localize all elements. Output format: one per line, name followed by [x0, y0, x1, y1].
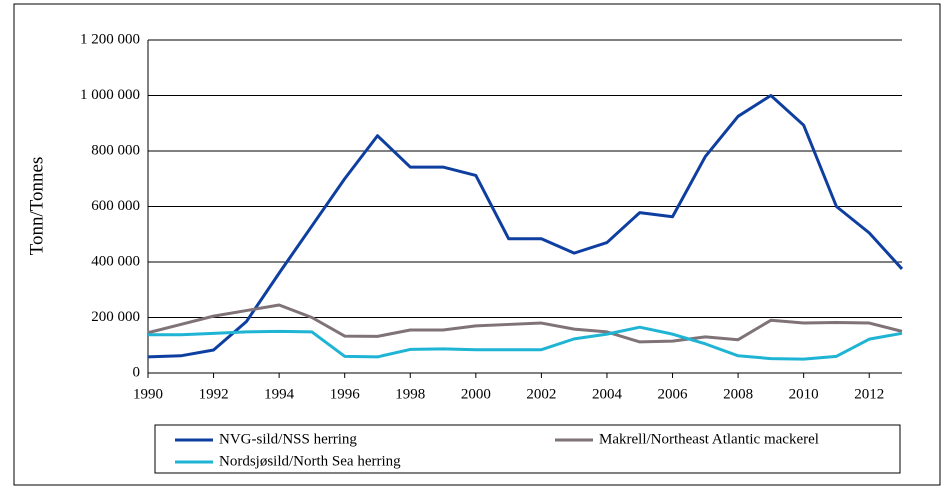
y-tick-label: 0	[133, 364, 141, 380]
x-tick-label: 2012	[854, 386, 884, 402]
x-tick-label: 2008	[723, 386, 753, 402]
series-line	[148, 325, 903, 361]
legend-label: NVG-sild/NSS herring	[219, 431, 357, 447]
y-tick-label: 800 000	[91, 142, 140, 158]
legend-box	[154, 424, 901, 474]
x-tick-label: 1998	[395, 386, 425, 402]
x-tick-label: 1994	[264, 386, 295, 402]
x-tick-label: 2000	[461, 386, 491, 402]
chart-border	[13, 3, 941, 486]
y-tick-label: 400 000	[91, 253, 140, 269]
y-tick-label: 600 000	[91, 198, 140, 214]
series-line	[147, 303, 903, 344]
x-tick-label: 2002	[526, 386, 556, 402]
y-tick-label: 1 000 000	[80, 87, 140, 103]
x-tick-label: 1992	[199, 386, 229, 402]
y-axis-label: Tonn/Tonnes	[26, 157, 47, 256]
legend-label: Makrell/Northeast Atlantic mackerel	[599, 431, 819, 447]
x-tick-label: 2004	[592, 386, 623, 402]
y-tick-label: 1 200 000	[80, 31, 140, 47]
series-line	[147, 94, 904, 359]
x-tick-label: 1990	[133, 386, 163, 402]
x-tick-label: 2010	[789, 386, 819, 402]
x-tick-label: 1996	[330, 386, 361, 402]
legend-label: Nordsjøsild/North Sea herring	[219, 453, 401, 469]
x-tick-label: 2006	[658, 386, 689, 402]
y-tick-label: 200 000	[91, 309, 140, 325]
